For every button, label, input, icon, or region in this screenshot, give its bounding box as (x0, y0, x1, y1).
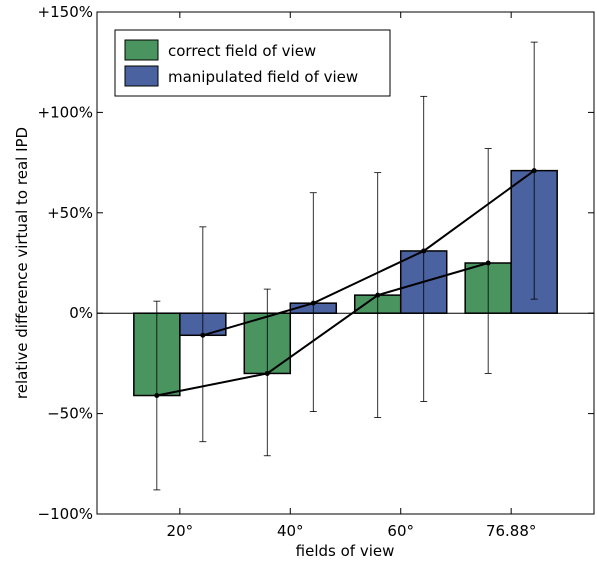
data-point-0-1 (264, 370, 270, 376)
bars-layer (133, 169, 558, 397)
data-point-1-3 (531, 168, 537, 174)
x-tick-label-3: 76.88° (486, 522, 536, 540)
legend-label-correct: correct field of view (168, 42, 316, 60)
data-point-1-0 (200, 332, 206, 338)
y-tick-label-5: +150% (38, 3, 93, 21)
plot-frame (96, 11, 595, 515)
y-tick-label-0: −100% (38, 505, 93, 523)
y-tick-label-4: +100% (38, 103, 93, 121)
data-point-0-3 (485, 260, 491, 266)
y-tick-label-2: 0% (69, 304, 93, 322)
data-point-0-2 (375, 292, 381, 298)
x-tick-label-2: 60° (387, 522, 414, 540)
trend-lines-layer (154, 168, 537, 399)
x-axis-title: fields of view (296, 542, 395, 560)
data-point-1-1 (310, 300, 316, 306)
ticks-layer: −100% −50% 0% +50% +100% +150% 20° 40° 60° 76.88° (38, 3, 594, 540)
legend-swatch-correct (124, 39, 159, 61)
data-point-0-0 (154, 393, 160, 399)
y-tick-label-3: +50% (47, 204, 93, 222)
data-point-1-2 (421, 248, 427, 254)
trend-line-manipulated (202, 169, 535, 337)
legend: correct field of view manipulated field … (114, 29, 391, 97)
legend-box (114, 29, 391, 97)
y-axis-title: relative difference virtual to real IPD (13, 127, 31, 399)
x-tick-label-1: 40° (277, 522, 304, 540)
legend-swatch-manipulated (124, 65, 159, 87)
y-tick-label-1: −50% (47, 405, 93, 423)
x-tick-label-0: 20° (167, 522, 194, 540)
trend-line-correct (156, 262, 489, 397)
legend-label-manipulated: manipulated field of view (168, 68, 358, 86)
